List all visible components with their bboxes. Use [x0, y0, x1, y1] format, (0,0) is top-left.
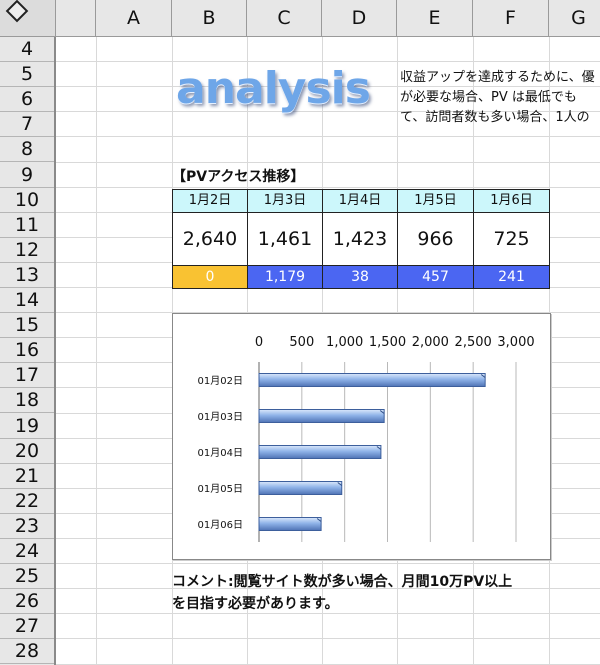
date-cell[interactable]: 1月4日	[322, 189, 398, 213]
bar-bevel	[379, 410, 385, 414]
y-category-label: 01月03日	[198, 411, 243, 423]
date-cell[interactable]: 1月5日	[397, 189, 474, 213]
gridline-row	[56, 613, 600, 615]
x-tick-label: 2,000	[412, 335, 449, 350]
analysis-logo: analysis	[176, 63, 371, 114]
gridline-column	[96, 37, 97, 665]
x-tick-label: 500	[289, 335, 314, 350]
row-header-16[interactable]: 16	[0, 338, 54, 364]
row-header-22[interactable]: 22	[0, 489, 54, 514]
column-header-c[interactable]: C	[247, 0, 322, 37]
bar	[258, 373, 486, 387]
row-header-27[interactable]: 27	[0, 614, 54, 640]
gridline-row	[56, 61, 600, 63]
row-header-9[interactable]: 9	[0, 163, 54, 188]
row-header-25[interactable]: 25	[0, 564, 54, 590]
pv-diff-cell[interactable]: 38	[322, 265, 398, 289]
bar-bevel	[316, 518, 322, 522]
date-cell[interactable]: 1月2日	[172, 189, 248, 213]
column-header-g[interactable]: G	[549, 0, 600, 37]
date-cell[interactable]: 1月6日	[473, 189, 550, 213]
row-header-bar: 4 5 6 7 8 9 10 11 12 13 14 15 16 17 18 19 20 21 22 23 24 25 26…	[0, 37, 56, 665]
row-header-8[interactable]: 8	[0, 137, 54, 163]
column-header-blank[interactable]	[56, 0, 96, 37]
pv-diff-cell[interactable]: 457	[397, 265, 474, 289]
row-header-24[interactable]: 24	[0, 539, 54, 565]
row-header-7[interactable]: 7	[0, 112, 54, 138]
gridline-row	[56, 312, 600, 314]
column-header-e[interactable]: E	[397, 0, 473, 37]
comment-line-2: を目指す必要があります。	[172, 596, 339, 612]
y-category-label: 01月02日	[198, 375, 243, 387]
row-header-20[interactable]: 20	[0, 439, 54, 464]
gridline-row	[56, 588, 600, 590]
pv-table-title: 【PVアクセス推移】	[172, 169, 305, 185]
column-header-d[interactable]: D	[322, 0, 397, 37]
pv-value-cell[interactable]: 725	[473, 213, 550, 265]
pv-value-cell[interactable]: 966	[397, 213, 474, 265]
diamond-icon	[5, 0, 29, 23]
pv-diff-cell[interactable]: 241	[473, 265, 550, 289]
gridline-row	[56, 186, 600, 188]
y-category-label: 01月05日	[198, 483, 243, 495]
row-header-19[interactable]: 19	[0, 414, 54, 439]
x-tick-label: 1,000	[326, 335, 363, 350]
row-header-4[interactable]: 4	[0, 37, 54, 63]
row-header-21[interactable]: 21	[0, 464, 54, 489]
select-all-corner[interactable]	[0, 0, 56, 37]
x-tick-label: 2,500	[455, 335, 492, 350]
intro-line-3: て、訪問者数も多い場合、1人の	[400, 110, 590, 125]
gridline-row	[56, 86, 600, 88]
x-tick-label: 3,000	[497, 335, 534, 350]
row-header-6[interactable]: 6	[0, 87, 54, 113]
row-header-18[interactable]: 18	[0, 388, 54, 414]
bar-bevel	[337, 482, 343, 486]
gridline-row	[56, 663, 600, 665]
row-header-12[interactable]: 12	[0, 238, 54, 263]
gridline-row	[56, 563, 600, 565]
date-cell[interactable]: 1月3日	[247, 189, 323, 213]
column-header-f[interactable]: F	[473, 0, 549, 37]
row-header-28[interactable]: 28	[0, 639, 54, 665]
x-tick-label: 0	[255, 335, 263, 350]
gridline-row	[56, 136, 600, 138]
pv-diff-cell[interactable]: 1,179	[247, 265, 323, 289]
y-category-label: 01月04日	[198, 447, 243, 459]
bar-bevel	[376, 446, 382, 450]
pv-value-cell[interactable]: 1,423	[322, 213, 398, 265]
gridline-row	[56, 161, 600, 163]
row-header-26[interactable]: 26	[0, 589, 54, 615]
row-header-13[interactable]: 13	[0, 263, 54, 288]
bar-bevel	[480, 374, 486, 378]
intro-line-2: が必要な場合、PV は最低でも	[400, 90, 577, 105]
y-category-label: 01月06日	[198, 519, 243, 531]
bar	[258, 409, 385, 423]
pv-value-cell[interactable]: 2,640	[172, 213, 248, 265]
bar	[258, 481, 343, 495]
row-header-23[interactable]: 23	[0, 514, 54, 539]
row-header-10[interactable]: 10	[0, 188, 54, 213]
pv-diff-cell[interactable]: 0	[172, 265, 248, 289]
bar	[258, 445, 382, 459]
chart-canvas: 0 500 1,000 1,500 2,000 2,500 3,000 01月02日 01月03…	[198, 335, 535, 542]
row-header-11[interactable]: 11	[0, 213, 54, 238]
row-header-17[interactable]: 17	[0, 363, 54, 389]
row-header-5[interactable]: 5	[0, 62, 54, 88]
column-header-b[interactable]: B	[172, 0, 247, 37]
intro-line-1: 収益アップを達成するために、優	[400, 70, 595, 85]
comment-line-1: コメント:閲覧サイト数が多い場合、月間10万PV以上	[172, 574, 513, 590]
bar	[258, 517, 322, 531]
x-tick-label: 1,500	[369, 335, 406, 350]
pv-value-cell[interactable]: 1,461	[247, 213, 323, 265]
column-header-a[interactable]: A	[96, 0, 172, 37]
row-header-15[interactable]: 15	[0, 313, 54, 339]
row-header-14[interactable]: 14	[0, 288, 54, 314]
column-header-bar	[0, 0, 600, 37]
gridline-row	[56, 638, 600, 640]
gridline-row	[56, 111, 600, 113]
pv-bar-chart[interactable]: 0 500 1,000 1,500 2,000 2,500 3,000 01月02日 01月03…	[172, 313, 551, 560]
